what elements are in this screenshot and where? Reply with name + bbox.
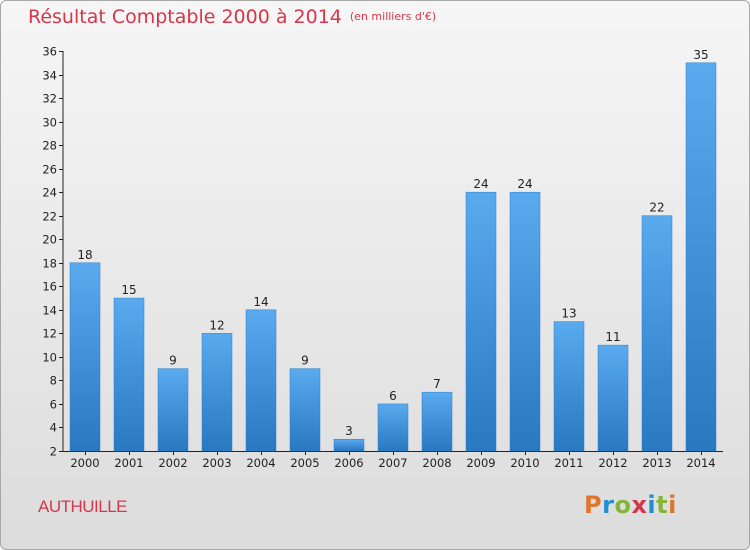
bar-2004[interactable] — [245, 309, 277, 452]
data-label-2001: 15 — [121, 283, 136, 297]
x-tick-label: 2010 — [510, 456, 539, 470]
bar-2012[interactable] — [597, 344, 629, 452]
y-tick-label: 18 — [42, 257, 57, 271]
bar-2000[interactable] — [69, 262, 101, 452]
y-tick-label: 14 — [42, 304, 57, 318]
y-tick-label: 34 — [42, 69, 57, 83]
bar-2006[interactable] — [333, 438, 365, 452]
commune-name: AUTHUILLE — [38, 497, 128, 516]
data-label-2008: 7 — [433, 377, 441, 391]
bar-2001[interactable] — [113, 297, 145, 452]
bar-2013[interactable] — [641, 215, 673, 452]
bar-2005[interactable] — [289, 368, 321, 452]
bar-2014[interactable] — [685, 62, 717, 452]
chart-title: Résultat Comptable 2000 à 2014 (en millie… — [28, 6, 436, 28]
y-tick-label: 10 — [42, 351, 57, 365]
data-label-2010: 24 — [517, 177, 532, 191]
y-tick-label: 30 — [42, 116, 57, 130]
proxiti-logo[interactable]: Proxiti — [584, 491, 677, 519]
logo-letter: i — [668, 491, 677, 519]
data-label-2003: 12 — [209, 318, 224, 332]
y-tick-label: 32 — [42, 92, 57, 106]
logo-letter: o — [614, 491, 632, 519]
data-label-2013: 22 — [649, 201, 664, 215]
data-label-2000: 18 — [77, 248, 92, 262]
bar-2007[interactable] — [377, 403, 409, 452]
x-tick-label: 2013 — [642, 456, 671, 470]
data-label-2004: 14 — [253, 295, 268, 309]
data-label-2002: 9 — [169, 354, 177, 368]
x-tick-label: 2007 — [378, 456, 407, 470]
x-tick-label: 2011 — [554, 456, 583, 470]
x-tick-label: 2014 — [686, 456, 715, 470]
y-tick-label: 4 — [50, 421, 57, 435]
logo-letter: P — [584, 491, 603, 519]
x-tick-label: 2004 — [246, 456, 275, 470]
logo-letter: t — [656, 491, 669, 519]
y-tick-label: 2 — [50, 445, 57, 459]
x-tick-label: 2001 — [114, 456, 143, 470]
y-tick-label: 12 — [42, 327, 57, 341]
data-label-2012: 11 — [605, 330, 620, 344]
y-tick-label: 8 — [50, 374, 57, 388]
x-tick-label: 2008 — [422, 456, 451, 470]
x-tick-label: 2000 — [70, 456, 99, 470]
y-tick-label: 36 — [42, 45, 57, 59]
logo-letter: r — [602, 491, 615, 519]
data-label-2006: 3 — [345, 424, 353, 438]
x-axis: 2000 2001 2002 2003 2004 2005 2006 2007 2008 2009… — [63, 451, 723, 470]
y-tick-label: 20 — [42, 233, 57, 247]
bar-2010[interactable] — [509, 191, 541, 452]
data-label-2014: 35 — [693, 48, 708, 62]
data-label-2005: 9 — [301, 354, 309, 368]
data-label-2009: 24 — [473, 177, 488, 191]
y-tick-label: 28 — [42, 139, 57, 153]
chart-subtitle: (en milliers d'€) — [349, 10, 437, 23]
data-label-2007: 6 — [389, 389, 397, 403]
x-tick-label: 2003 — [202, 456, 231, 470]
data-labels: 18 15 9 12 14 9 3 6 7 24 24 13 11 22 35 — [77, 48, 708, 438]
x-tick-label: 2005 — [290, 456, 319, 470]
y-tick-label: 16 — [42, 280, 57, 294]
logo-letter: i — [647, 491, 657, 519]
y-tick-label: 26 — [42, 163, 57, 177]
x-tick-label: 2012 — [598, 456, 627, 470]
logo-letter: x — [631, 491, 648, 519]
bar-2009[interactable] — [465, 191, 497, 452]
y-tick-label: 6 — [50, 398, 57, 412]
bar-2008[interactable] — [421, 391, 453, 452]
chart-title-text: Résultat Comptable 2000 à 2014 — [28, 6, 342, 28]
bar-2011[interactable] — [553, 321, 585, 452]
x-tick-label: 2009 — [466, 456, 495, 470]
x-tick-label: 2006 — [334, 456, 363, 470]
y-tick-label: 22 — [42, 210, 57, 224]
data-label-2011: 13 — [561, 307, 576, 321]
bar-2002[interactable] — [157, 368, 189, 452]
y-tick-label: 24 — [42, 186, 57, 200]
bar-2003[interactable] — [201, 333, 233, 452]
bars — [69, 62, 717, 452]
x-tick-label: 2002 — [158, 456, 187, 470]
